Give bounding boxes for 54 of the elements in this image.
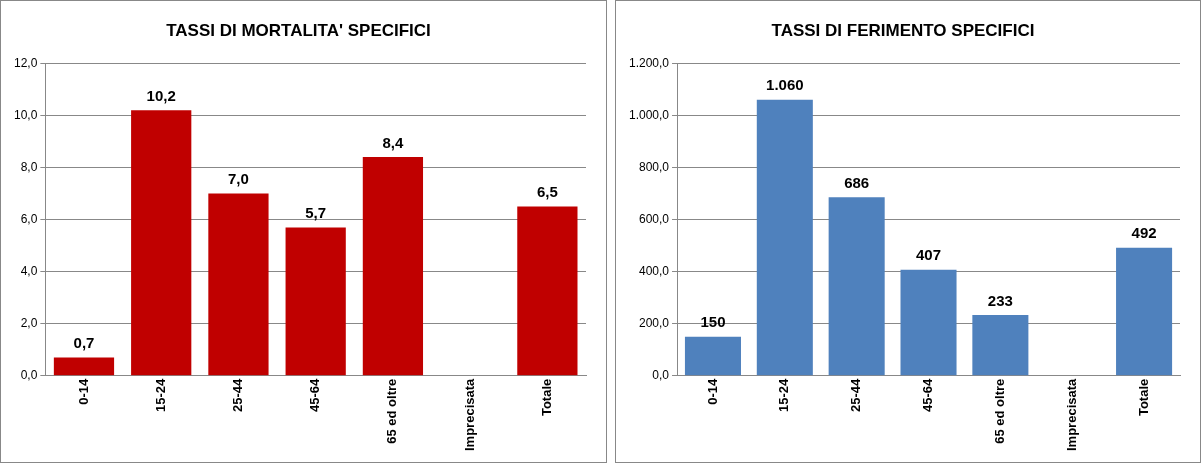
y-tick-label: 1.000,0 <box>628 107 670 122</box>
x-tick-label: 25-44 <box>848 377 864 412</box>
x-tick-label: 65 ed oltre <box>991 378 1007 444</box>
y-tick-label: 600,0 <box>639 211 670 226</box>
x-tick-label: Imprecisata <box>1063 377 1079 451</box>
data-label: 686 <box>844 173 870 191</box>
y-tick-label: 10,0 <box>14 107 38 122</box>
x-tick-label: 65 ed oltre <box>384 378 400 444</box>
x-tick-label: 45-64 <box>307 377 323 412</box>
data-label: 233 <box>987 291 1013 309</box>
bar <box>285 227 346 376</box>
data-label: 7,0 <box>228 170 249 188</box>
x-tick-label: 45-64 <box>920 377 936 412</box>
chart-title: TASSI DI FERIMENTO SPECIFICI <box>771 20 1035 40</box>
x-tick-label: Totale <box>538 378 554 417</box>
y-tick-label: 4,0 <box>20 263 38 278</box>
y-tick-label: 400,0 <box>639 263 670 278</box>
x-tick-label: Totale <box>1135 378 1151 417</box>
y-tick-label: 2,0 <box>20 315 38 330</box>
bar <box>362 157 424 376</box>
bar <box>684 336 741 376</box>
data-label: 5,7 <box>305 204 327 222</box>
y-tick-label: 200,0 <box>639 315 670 330</box>
bar <box>53 357 115 376</box>
y-tick-label: 8,0 <box>20 159 38 174</box>
x-tick-label: 25-44 <box>230 377 246 412</box>
y-tick-label: 1.200,0 <box>628 55 670 70</box>
x-tick-label: Imprecisata <box>461 377 477 451</box>
bar <box>1116 247 1173 376</box>
bar <box>756 99 813 376</box>
data-label: 6,5 <box>536 183 558 201</box>
bar <box>131 110 192 376</box>
data-label: 407 <box>916 246 942 264</box>
x-tick-label: 15-24 <box>776 377 792 412</box>
y-tick-label: 0,0 <box>652 368 670 383</box>
y-tick-label: 6,0 <box>20 211 38 226</box>
y-tick-label: 0,0 <box>20 368 38 383</box>
bar <box>828 197 885 376</box>
y-tick-label: 12,0 <box>14 55 38 70</box>
data-label: 0,7 <box>73 334 95 352</box>
data-label: 150 <box>700 313 726 331</box>
data-label: 1.060 <box>766 76 804 94</box>
bar <box>900 269 957 376</box>
x-tick-label: 0-14 <box>75 377 91 405</box>
x-tick-label: 0-14 <box>704 377 720 405</box>
bar <box>517 206 578 376</box>
bar <box>208 193 269 376</box>
bar <box>972 315 1029 376</box>
chart-title: TASSI DI MORTALITA' SPECIFICI <box>166 20 431 40</box>
y-tick-label: 800,0 <box>639 159 670 174</box>
data-label: 492 <box>1131 224 1157 242</box>
data-label: 10,2 <box>146 86 176 104</box>
x-tick-label: 15-24 <box>152 377 168 412</box>
data-label: 8,4 <box>382 133 404 151</box>
